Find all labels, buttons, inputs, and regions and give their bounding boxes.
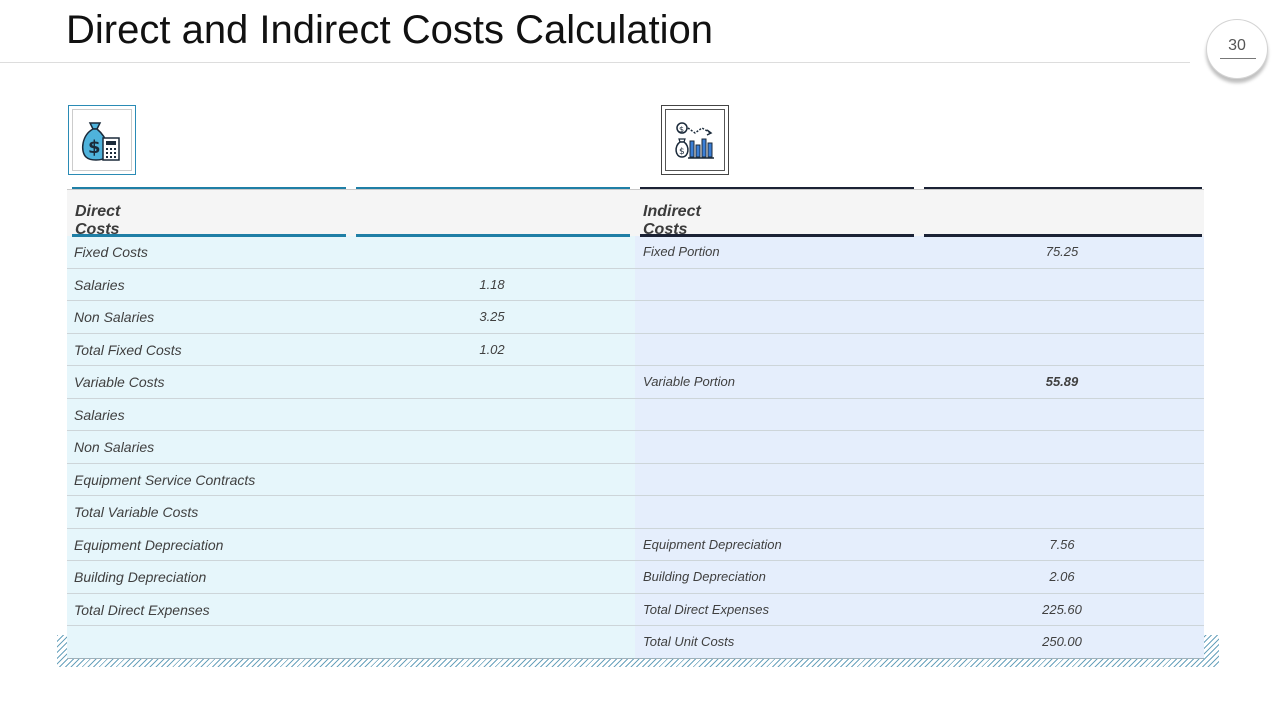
direct-header-bar-1-bottom bbox=[72, 234, 346, 237]
svg-text:$: $ bbox=[679, 125, 684, 134]
table-header-background bbox=[67, 189, 1204, 236]
row-divider bbox=[67, 332, 1204, 334]
indirect-row-value: 225.60 bbox=[1042, 601, 1082, 617]
direct-row-label: Salaries bbox=[74, 276, 125, 293]
indirect-row-value bbox=[1022, 269, 1102, 301]
direct-row-value bbox=[452, 529, 532, 561]
direct-row-label: Non Salaries bbox=[74, 309, 155, 325]
indirect-header-bar-1-bottom bbox=[640, 234, 914, 237]
direct-row-label: Total Direct Expenses bbox=[74, 601, 210, 618]
row-divider bbox=[67, 625, 1204, 626]
svg-text:$: $ bbox=[88, 137, 101, 158]
row-divider bbox=[67, 462, 1204, 464]
row-divider bbox=[67, 397, 1204, 399]
direct-row-label: Building Depreciation bbox=[74, 569, 207, 585]
direct-row-value bbox=[452, 594, 532, 626]
direct-row-label: Total Variable Costs bbox=[74, 504, 199, 520]
indirect-row-value: 250.00 bbox=[1042, 634, 1082, 649]
indirect-row-label: Building Depreciation bbox=[643, 569, 766, 584]
indirect-costs-header: Indirect Costs bbox=[643, 203, 701, 238]
indirect-row-value bbox=[1022, 464, 1102, 496]
direct-row-label: Non Salaries bbox=[74, 439, 155, 455]
page-number-badge: 30 bbox=[1206, 19, 1268, 79]
indirect-row-label: Equipment Depreciation bbox=[643, 536, 782, 552]
indirect-row-label: Variable Portion bbox=[643, 374, 736, 389]
indirect-costs-icon-frame: $ $ bbox=[661, 105, 729, 175]
table-bottom-rule bbox=[67, 657, 1204, 659]
page-title: Direct and Indirect Costs Calculation bbox=[66, 8, 713, 52]
indirect-row-label: Fixed Portion bbox=[643, 244, 720, 259]
page-number-underline bbox=[1220, 58, 1256, 59]
row-divider bbox=[67, 560, 1204, 561]
direct-row-value bbox=[452, 496, 532, 528]
indirect-row-value: 7.56 bbox=[1049, 536, 1075, 552]
indirect-header-bar-2-top bbox=[924, 187, 1202, 190]
direct-row-value bbox=[452, 236, 532, 268]
row-divider bbox=[67, 300, 1204, 301]
direct-row-label: Equipment Depreciation bbox=[74, 536, 224, 553]
page-number: 30 bbox=[1228, 37, 1246, 54]
direct-row-label: Salaries bbox=[74, 406, 125, 423]
row-divider bbox=[67, 430, 1204, 431]
direct-row-value bbox=[452, 626, 532, 658]
indirect-row-label: Total Unit Costs bbox=[643, 634, 735, 649]
indirect-header-bar-1-top bbox=[640, 187, 914, 190]
title-divider bbox=[0, 62, 1190, 63]
indirect-row-value bbox=[1022, 334, 1102, 366]
direct-row-value: 1.02 bbox=[479, 341, 505, 357]
row-divider bbox=[67, 527, 1204, 529]
direct-header-bar-2-bottom bbox=[356, 234, 630, 237]
indirect-row-value bbox=[1022, 301, 1102, 333]
direct-row-label: Fixed Costs bbox=[74, 244, 148, 260]
direct-costs-header: Direct Costs bbox=[75, 203, 121, 238]
direct-row-value bbox=[452, 399, 532, 431]
direct-header-bar-1-top bbox=[72, 187, 346, 190]
indirect-row-value: 75.25 bbox=[1045, 244, 1079, 259]
row-divider bbox=[67, 365, 1204, 366]
indirect-row-value bbox=[1022, 399, 1102, 431]
direct-row-label: Total Fixed Costs bbox=[74, 341, 182, 358]
svg-text:$: $ bbox=[679, 147, 685, 157]
direct-row-value bbox=[452, 464, 532, 496]
indirect-row-value bbox=[1022, 431, 1102, 463]
indirect-row-value: 55.89 bbox=[1045, 374, 1079, 389]
direct-row-label: Equipment Service Contracts bbox=[74, 471, 256, 488]
direct-row-value bbox=[452, 561, 532, 593]
indirect-row-value bbox=[1022, 496, 1102, 528]
row-divider bbox=[67, 592, 1204, 594]
header-top-rule bbox=[67, 189, 1204, 190]
direct-row-value bbox=[452, 366, 532, 398]
direct-row-value bbox=[452, 431, 532, 463]
indirect-rows-background bbox=[635, 236, 1204, 659]
row-divider bbox=[67, 495, 1204, 496]
direct-header-bar-2-top bbox=[356, 187, 630, 190]
indirect-row-value: 2.06 bbox=[1049, 569, 1075, 584]
direct-row-value: 3.25 bbox=[479, 309, 505, 324]
direct-rows-background bbox=[67, 236, 635, 659]
direct-row-value: 1.18 bbox=[479, 276, 505, 292]
row-divider bbox=[67, 267, 1204, 269]
direct-costs-icon-frame: $ bbox=[68, 105, 136, 175]
direct-row-label: Variable Costs bbox=[74, 374, 165, 390]
indirect-header-bar-2-bottom bbox=[924, 234, 1202, 237]
indirect-row-label: Total Direct Expenses bbox=[643, 601, 769, 617]
